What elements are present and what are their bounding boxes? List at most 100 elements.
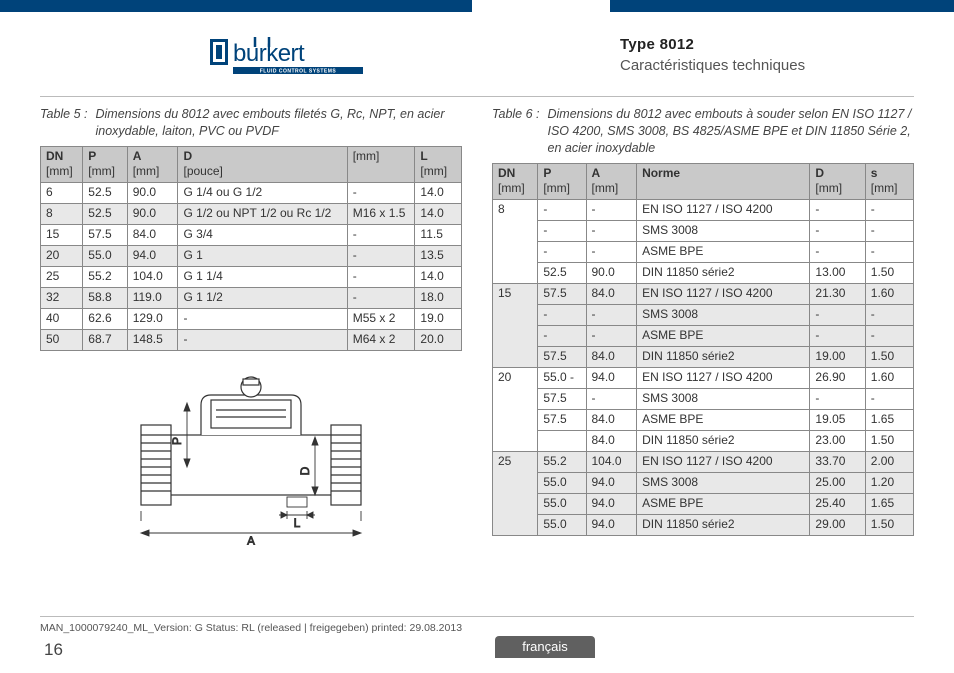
footer-divider — [40, 616, 914, 617]
table6-head-cell: A[mm] — [586, 163, 637, 199]
table-cell: 84.0 — [586, 430, 637, 451]
table-cell: 68.7 — [83, 329, 127, 350]
table-cell: - — [538, 241, 586, 262]
language-tab: français — [495, 636, 595, 658]
table-cell: 62.6 — [83, 308, 127, 329]
table-cell — [538, 430, 586, 451]
top-bar-right — [610, 0, 954, 12]
table-row: 57.584.0DIN 11850 série219.001.50 — [493, 346, 914, 367]
table-cell: G 1 — [178, 245, 347, 266]
table-row: 652.590.0G 1/4 ou G 1/2-14.0 — [41, 182, 462, 203]
table-cell: 26.90 — [810, 367, 865, 388]
table-cell-dn: 25 — [493, 451, 538, 535]
table-cell: DIN 11850 série2 — [637, 430, 810, 451]
table-cell: 148.5 — [127, 329, 178, 350]
table-cell: - — [538, 325, 586, 346]
table-row: 3258.8119.0G 1 1/2-18.0 — [41, 287, 462, 308]
table-cell: 40 — [41, 308, 83, 329]
table-cell: - — [810, 220, 865, 241]
table-cell: EN ISO 1127 / ISO 4200 — [637, 451, 810, 472]
table-cell: 19.00 — [810, 346, 865, 367]
table6-head-cell: P[mm] — [538, 163, 586, 199]
table-cell: 84.0 — [586, 409, 637, 430]
table-cell: - — [865, 220, 913, 241]
table-cell: 11.5 — [415, 224, 462, 245]
table-cell: 18.0 — [415, 287, 462, 308]
table-cell: - — [865, 199, 913, 220]
table-cell: 13.5 — [415, 245, 462, 266]
header-right: Type 8012 Caractéristiques techniques — [620, 36, 940, 74]
table-cell: ASME BPE — [637, 409, 810, 430]
table-cell: 15 — [41, 224, 83, 245]
table-cell: EN ISO 1127 / ISO 4200 — [637, 283, 810, 304]
table-cell: SMS 3008 — [637, 304, 810, 325]
table5-head-row: DN[mm]P[mm]A[mm]D[pouce][mm]L[mm] — [41, 146, 462, 182]
table-cell: 57.5 — [83, 224, 127, 245]
table-cell: 119.0 — [127, 287, 178, 308]
table-cell: - — [586, 220, 637, 241]
table-cell: - — [586, 388, 637, 409]
table-row: 57.5-SMS 3008-- — [493, 388, 914, 409]
table-cell: - — [586, 304, 637, 325]
table-cell: ASME BPE — [637, 241, 810, 262]
table-cell: - — [865, 241, 913, 262]
table-cell: - — [347, 182, 415, 203]
table-cell: 13.00 — [810, 262, 865, 283]
table-cell: - — [586, 199, 637, 220]
table-cell-dn: 8 — [493, 199, 538, 283]
table-row: --ASME BPE-- — [493, 241, 914, 262]
table-cell: 33.70 — [810, 451, 865, 472]
table5-head-cell: [mm] — [347, 146, 415, 182]
table-cell: 19.05 — [810, 409, 865, 430]
table-cell: M64 x 2 — [347, 329, 415, 350]
table-cell: 1.50 — [865, 262, 913, 283]
diagram-label-A: A — [247, 534, 255, 545]
table-cell: 58.8 — [83, 287, 127, 308]
table-row: --SMS 3008-- — [493, 220, 914, 241]
top-bar-left — [0, 0, 472, 12]
table-cell: 52.5 — [83, 203, 127, 224]
table-cell: 57.5 — [538, 388, 586, 409]
diagram-label-P: P — [170, 437, 184, 445]
table-cell: 1.60 — [865, 283, 913, 304]
table-cell: G 1 1/2 — [178, 287, 347, 308]
table-cell: 29.00 — [810, 514, 865, 535]
table-cell: EN ISO 1127 / ISO 4200 — [637, 367, 810, 388]
dimension-diagram: P D A L — [40, 365, 462, 550]
table5-head-cell: DN[mm] — [41, 146, 83, 182]
table6-head-cell: Norme — [637, 163, 810, 199]
top-bars — [0, 0, 954, 18]
table6-head-cell: D[mm] — [810, 163, 865, 199]
table-cell: 20 — [41, 245, 83, 266]
table-cell: - — [810, 388, 865, 409]
table-cell: 90.0 — [127, 203, 178, 224]
table-cell: - — [810, 199, 865, 220]
logo-block: burkert FLUID CONTROL SYSTEMS — [210, 32, 380, 89]
table-cell: M55 x 2 — [347, 308, 415, 329]
table-row: 5068.7148.5-M64 x 220.0 — [41, 329, 462, 350]
table-cell: - — [586, 241, 637, 262]
table-cell: ASME BPE — [637, 493, 810, 514]
table-cell: 1.20 — [865, 472, 913, 493]
left-column: Table 5 : Dimensions du 8012 avec embout… — [40, 106, 462, 550]
diagram-label-L: L — [294, 516, 301, 530]
table-cell: M16 x 1.5 — [347, 203, 415, 224]
table-row: 55.094.0ASME BPE25.401.65 — [493, 493, 914, 514]
table-cell: 25.00 — [810, 472, 865, 493]
header-divider — [40, 96, 914, 97]
table-row: 8--EN ISO 1127 / ISO 4200-- — [493, 199, 914, 220]
table-cell: - — [810, 304, 865, 325]
table6-head-cell: s[mm] — [865, 163, 913, 199]
table-cell: 14.0 — [415, 182, 462, 203]
table-row: 2055.0 -94.0EN ISO 1127 / ISO 420026.901… — [493, 367, 914, 388]
burkert-logo-icon: burkert FLUID CONTROL SYSTEMS — [210, 32, 380, 84]
table-cell: 55.0 - — [538, 367, 586, 388]
table-cell: 57.5 — [538, 409, 586, 430]
table-cell: 94.0 — [586, 514, 637, 535]
columns: Table 5 : Dimensions du 8012 avec embout… — [40, 106, 914, 550]
table-cell: - — [865, 388, 913, 409]
table-row: 1557.584.0EN ISO 1127 / ISO 420021.301.6… — [493, 283, 914, 304]
table-cell: SMS 3008 — [637, 220, 810, 241]
right-column: Table 6 : Dimensions du 8012 avec embout… — [492, 106, 914, 550]
table-cell: 25 — [41, 266, 83, 287]
